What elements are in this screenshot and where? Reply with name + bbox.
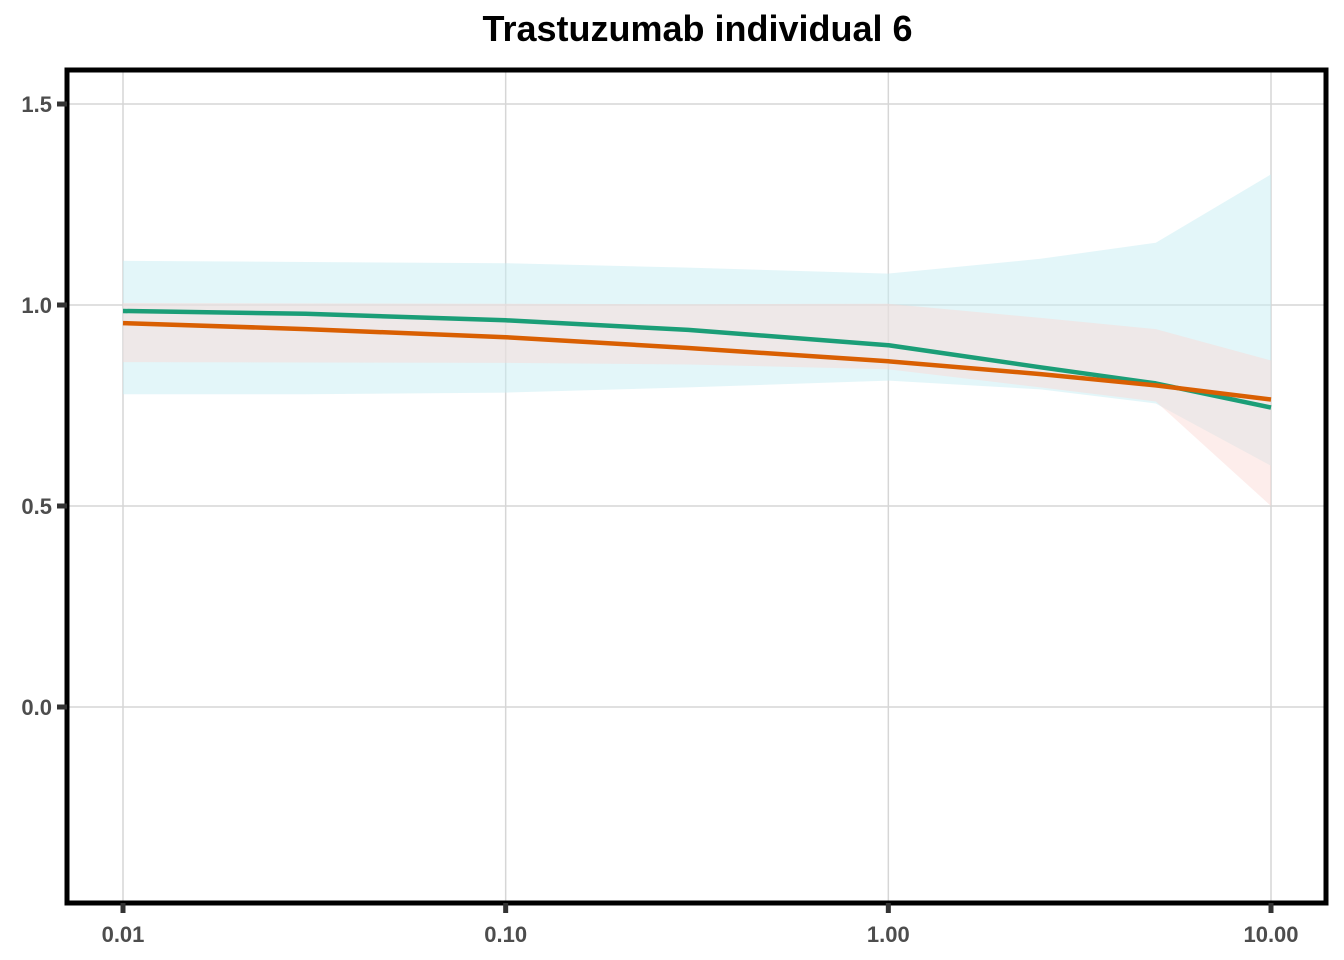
- confidence-bands: [123, 174, 1271, 506]
- series-line-2: [122, 320, 1272, 402]
- x-tick-label: 1.00: [867, 922, 910, 947]
- series-line-1: [122, 308, 1272, 410]
- y-tick-label: 0.0: [21, 695, 52, 720]
- y-tick-label: 1.0: [21, 293, 52, 318]
- x-tick-label: 0.01: [102, 922, 145, 947]
- confidence-band-1: [123, 174, 1271, 466]
- plot-frame: [64, 67, 1329, 906]
- x-tick-label: 10.00: [1243, 922, 1298, 947]
- grid-lines: [67, 70, 1326, 903]
- x-tick-label: 0.10: [484, 922, 527, 947]
- chart-title: Trastuzumab individual 6: [482, 8, 913, 49]
- y-tick-label: 1.5: [21, 92, 52, 117]
- series-lines: [122, 308, 1272, 410]
- axis-ticks: 0.01 0.10 1.00 10.00 0.0 0.5 1.0 1.5: [21, 92, 1298, 947]
- y-tick-label: 0.5: [21, 494, 52, 519]
- confidence-band-2: [123, 303, 1271, 506]
